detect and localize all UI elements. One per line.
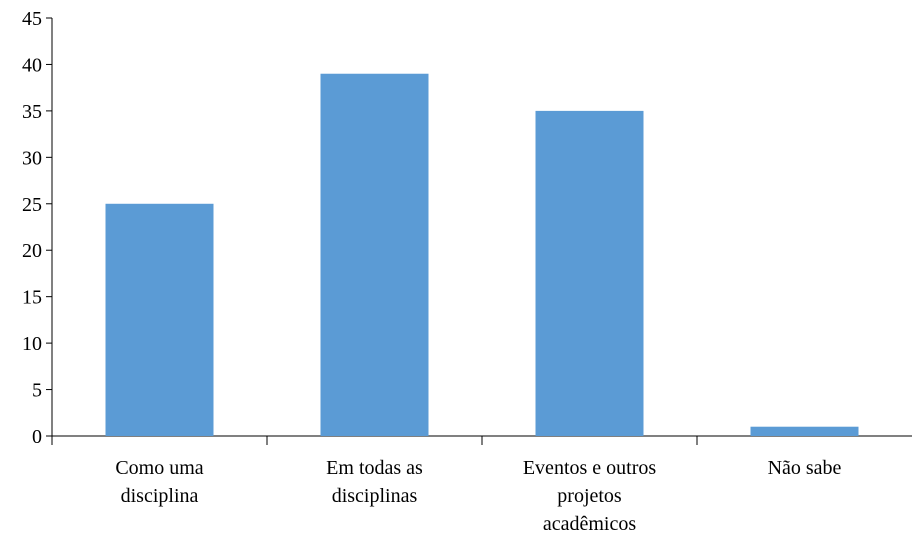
category-label-line: Não sabe bbox=[768, 457, 842, 479]
bar-1 bbox=[105, 203, 214, 436]
y-tick-label: 5 bbox=[32, 380, 42, 402]
y-tick-label: 25 bbox=[22, 194, 42, 216]
bar-4 bbox=[750, 426, 859, 436]
category-label-line: Eventos e outros bbox=[523, 457, 657, 479]
category-label-4: Não sabe bbox=[768, 457, 842, 479]
y-tick-label: 35 bbox=[22, 101, 42, 123]
category-label-3: Eventos e outros projetos acadêmicos bbox=[523, 457, 657, 535]
bars bbox=[105, 73, 859, 436]
category-labels: Como uma disciplina Em todas as disciplinas… bbox=[115, 457, 841, 535]
category-label-line: projetos bbox=[557, 485, 622, 507]
y-tick-label: 45 bbox=[22, 8, 42, 30]
bar-3 bbox=[535, 110, 644, 436]
category-label-line: disciplinas bbox=[332, 485, 418, 507]
y-tick-label: 15 bbox=[22, 287, 42, 309]
category-label-line: Em todas as bbox=[326, 457, 423, 479]
y-tick-label: 40 bbox=[22, 54, 42, 76]
category-label-line: Como uma bbox=[115, 457, 203, 479]
y-tick-label: 10 bbox=[22, 333, 42, 355]
y-tick-label: 0 bbox=[32, 426, 42, 448]
bar-2 bbox=[320, 73, 429, 436]
category-label-1: Como uma disciplina bbox=[115, 457, 203, 507]
y-tick-label: 20 bbox=[22, 240, 42, 262]
y-tick-label: 30 bbox=[22, 147, 42, 169]
category-label-line: acadêmicos bbox=[543, 513, 636, 535]
category-label-line: disciplina bbox=[121, 485, 199, 507]
category-label-2: Em todas as disciplinas bbox=[326, 457, 423, 507]
